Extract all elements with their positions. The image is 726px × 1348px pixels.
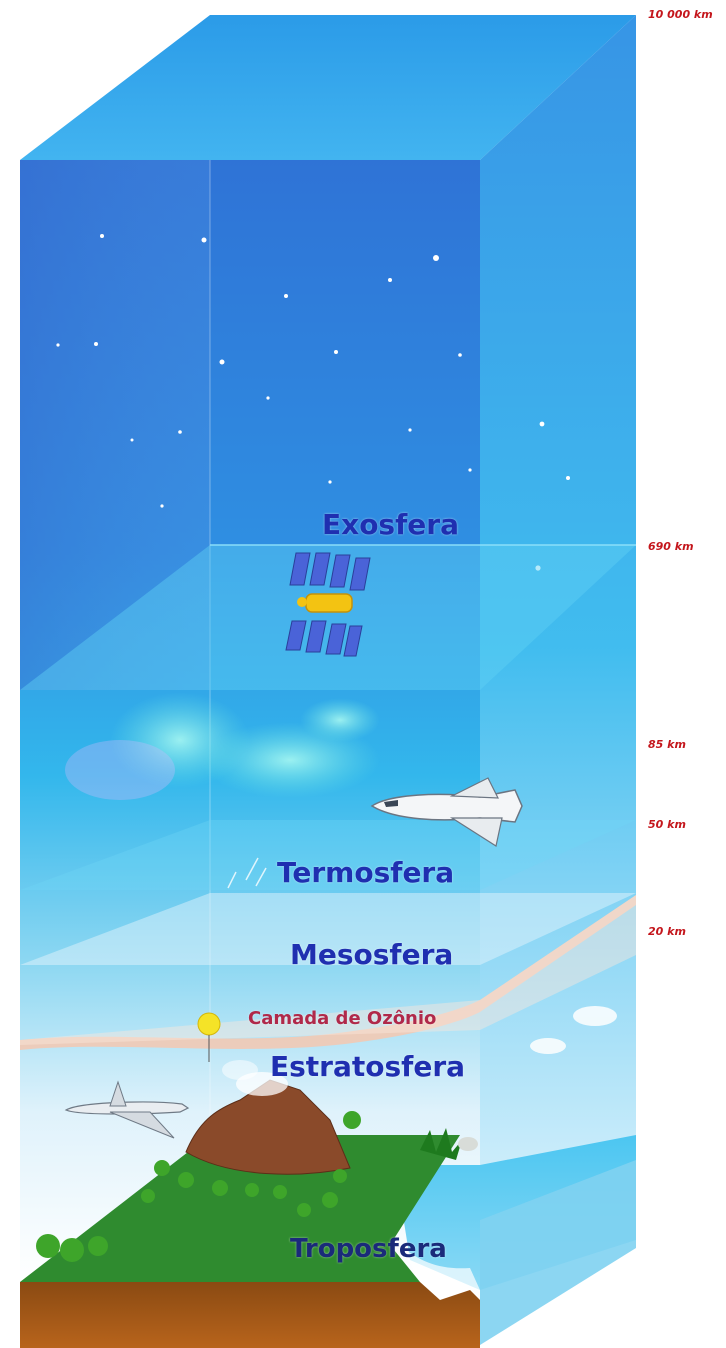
altitude-label-top: 10 000 km xyxy=(648,8,713,21)
bushes xyxy=(420,1128,462,1160)
altitude-label-exosphere: 690 km xyxy=(648,540,694,553)
exosphere-label: Exosfera xyxy=(322,508,459,541)
weather-balloon-icon xyxy=(197,1012,221,1062)
clouds xyxy=(530,1006,617,1054)
box-left-inner-face xyxy=(20,160,210,690)
aurora-illustration xyxy=(65,692,380,800)
mesosphere-label: Mesosfera xyxy=(290,938,454,971)
meteor-streaks xyxy=(227,857,267,889)
box-right-face xyxy=(480,15,636,1280)
altitude-label-thermosphere: 85 km xyxy=(648,738,686,751)
exosphere-slab-top xyxy=(20,545,636,690)
thermosphere-label: Termosfera xyxy=(277,856,455,889)
rock xyxy=(458,1137,478,1151)
airplane-icon xyxy=(64,1080,190,1139)
satellite-icon xyxy=(285,552,371,657)
space-shuttle-icon xyxy=(370,777,523,847)
stars xyxy=(56,234,570,571)
altitude-label-stratosphere: 20 km xyxy=(648,925,686,938)
ozone-layer-label: Camada de Ozônio xyxy=(248,1008,437,1029)
troposphere-label: Troposfera xyxy=(290,1234,447,1264)
volcano-icon xyxy=(185,1060,351,1175)
mesosphere-slab-top xyxy=(20,893,636,965)
sea-side xyxy=(480,1160,636,1345)
box-top-face xyxy=(20,15,636,160)
altitude-label-mesosphere: 50 km xyxy=(648,818,686,831)
land-top xyxy=(20,1135,460,1282)
stratosphere-label: Estratosfera xyxy=(270,1050,466,1083)
trees xyxy=(36,1111,361,1262)
